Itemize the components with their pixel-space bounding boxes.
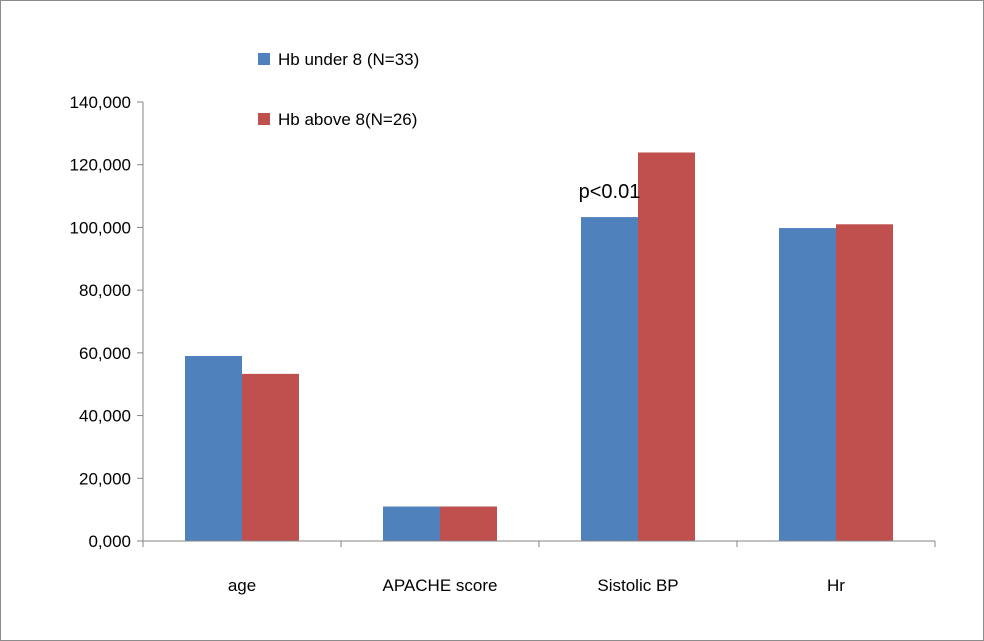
y-tick-label: 40,000 xyxy=(79,407,131,426)
x-category-label: Sistolic BP xyxy=(597,576,678,595)
bar-hb-under-8 xyxy=(581,217,638,541)
y-tick-label: 120,000 xyxy=(70,156,131,175)
legend-label: Hb above 8(N=26) xyxy=(278,110,417,129)
x-category-label: APACHE score xyxy=(383,576,498,595)
y-tick-label: 80,000 xyxy=(79,281,131,300)
legend-swatch xyxy=(258,53,270,65)
y-tick-label: 60,000 xyxy=(79,344,131,363)
bar-hb-under-8 xyxy=(185,355,242,541)
legend-label: Hb under 8 (N=33) xyxy=(278,50,419,69)
legend-swatch xyxy=(258,113,270,125)
y-tick-label: 20,000 xyxy=(79,469,131,488)
bar-hb-under-8 xyxy=(779,228,836,541)
bar-hb-above-8 xyxy=(242,373,299,541)
bar-hb-above-8 xyxy=(440,506,497,541)
y-tick-label: 140,000 xyxy=(70,93,131,112)
bar-hb-under-8 xyxy=(383,506,440,541)
y-tick-label: 0,000 xyxy=(88,532,131,551)
x-category-label: age xyxy=(228,576,256,595)
y-tick-label: 100,000 xyxy=(70,218,131,237)
p-value-annotation: p<0.01 xyxy=(579,181,641,203)
bar-hb-above-8 xyxy=(836,224,893,542)
x-category-label: Hr xyxy=(827,576,845,595)
bar-hb-above-8 xyxy=(638,152,695,542)
